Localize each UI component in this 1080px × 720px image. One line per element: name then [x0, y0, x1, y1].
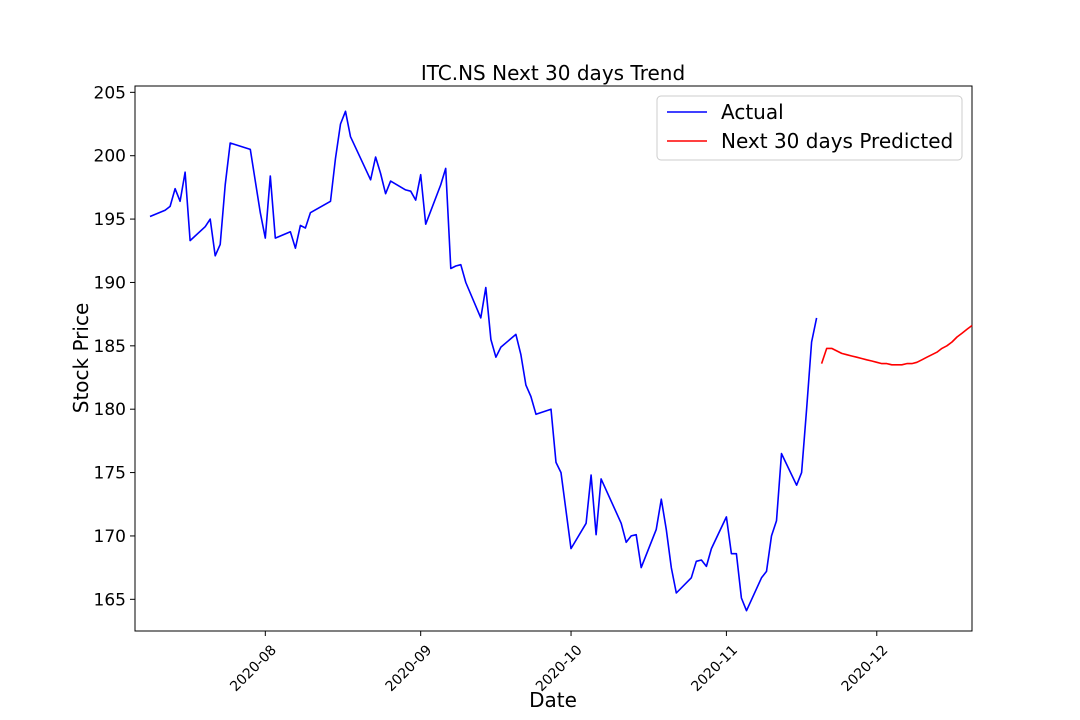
y-tick-label: 205 — [94, 83, 126, 103]
y-tick-label: 185 — [94, 337, 126, 357]
y-tick-label: 165 — [94, 590, 126, 610]
legend-label-predicted: Next 30 days Predicted — [721, 129, 953, 153]
series-line-actual — [149, 110, 818, 612]
legend: Actual Next 30 days Predicted — [656, 95, 963, 161]
series-line-next-30-days-predicted — [820, 324, 973, 366]
y-tick-label: 190 — [94, 273, 126, 293]
y-tick-label: 195 — [94, 210, 126, 230]
chart-title: ITC.NS Next 30 days Trend — [421, 61, 685, 85]
y-tick-label: 175 — [94, 464, 126, 484]
y-axis-label: Stock Price — [69, 303, 93, 414]
y-tick-label: 170 — [94, 527, 126, 547]
y-axis: 165 170 175 180 185 190 195 200 205 — [94, 83, 135, 610]
y-tick-label: 200 — [94, 147, 126, 167]
legend-box — [656, 95, 963, 161]
series-lines — [149, 110, 973, 612]
legend-label-actual: Actual — [721, 100, 784, 124]
y-tick-label: 180 — [94, 400, 126, 420]
plot-area — [134, 85, 973, 632]
x-axis-label: Date — [529, 688, 577, 712]
